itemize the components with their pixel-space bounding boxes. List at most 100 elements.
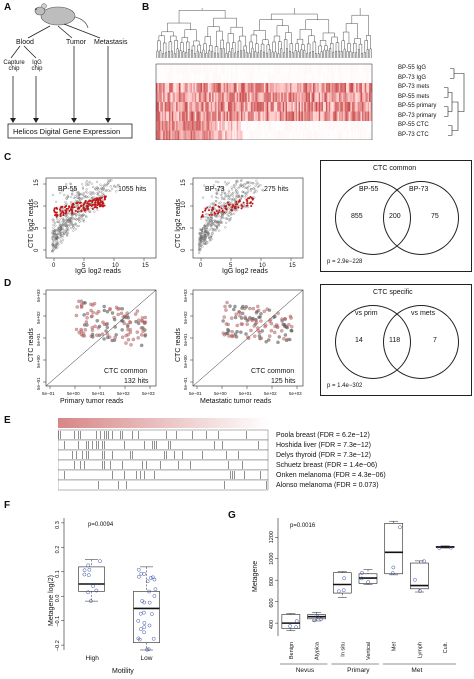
data-point	[247, 336, 251, 340]
heatmap-cell	[274, 92, 276, 102]
heatmap-cell	[229, 121, 232, 131]
dendrogram-branch	[253, 30, 266, 40]
data-point	[57, 229, 60, 233]
dendrogram-branch	[199, 52, 202, 58]
heatmap-cell	[255, 64, 257, 74]
data-point	[206, 232, 209, 235]
heatmap-cell	[302, 92, 305, 102]
data-point	[77, 330, 81, 335]
dendrogram-branch	[170, 35, 177, 42]
data-point	[244, 186, 247, 189]
heatmap-cell	[186, 83, 188, 93]
heatmap-cell	[343, 102, 345, 112]
heatmap-cell	[206, 64, 209, 74]
heatmap-cell	[236, 102, 239, 112]
heatmap-cell	[200, 130, 203, 140]
heatmap-cell	[317, 130, 319, 140]
gradient-segment	[229, 418, 233, 428]
heatmap-cell	[311, 130, 314, 140]
gradient-segment	[232, 418, 236, 428]
gradient-segment	[199, 418, 203, 428]
gradient-segment	[151, 418, 155, 428]
heatmap-cell	[259, 64, 262, 74]
data-point	[53, 232, 56, 235]
data-point	[204, 230, 207, 233]
panel-b-heatmap	[155, 8, 465, 140]
heatmap-cell	[166, 111, 168, 121]
heatmap-cell	[167, 102, 170, 112]
heatmap-cell	[209, 73, 211, 83]
heatmap-cell	[217, 83, 220, 93]
heatmap-cell	[321, 64, 324, 74]
heatmap-cell	[284, 83, 286, 93]
data-point	[87, 183, 90, 186]
data-point	[212, 201, 215, 205]
heatmap-cell	[189, 83, 191, 93]
heatmap-cell	[356, 121, 358, 131]
heatmap-cell	[210, 92, 213, 102]
heatmap-cell	[308, 130, 311, 140]
data-point	[210, 195, 213, 198]
gradient-segment	[211, 418, 215, 428]
data-point-red	[87, 205, 90, 208]
heatmap-cell	[369, 111, 371, 121]
data-point	[239, 330, 243, 334]
heatmap-cell	[292, 111, 295, 121]
heatmap-cell	[193, 92, 196, 102]
heatmap-cell	[354, 121, 357, 131]
data-point	[227, 198, 230, 201]
data-point	[81, 186, 85, 189]
heatmap-cell	[179, 130, 181, 140]
heatmap-cell	[297, 111, 299, 121]
heatmap-cell	[336, 64, 338, 74]
data-point	[73, 187, 76, 191]
data-point-red	[94, 201, 97, 204]
data-point-red	[101, 201, 104, 204]
heatmap-cell	[350, 83, 353, 93]
heatmap-cell	[288, 73, 291, 83]
data-point	[82, 313, 86, 317]
venn-d-center-count: 118	[389, 337, 401, 344]
group-label: Primary	[347, 667, 370, 674]
y-tick-label: 5e−01	[183, 377, 188, 390]
heatmap-cell	[225, 111, 227, 121]
dendrogram-branch	[286, 48, 288, 58]
y-tick-label: 10	[181, 201, 187, 208]
data-point	[74, 327, 79, 332]
data-point-red	[245, 198, 248, 201]
heatmap-cell	[168, 92, 171, 102]
data-point-red	[213, 211, 216, 214]
heatmap-cell	[160, 92, 162, 102]
heatmap-cell	[171, 111, 174, 121]
heatmap-cell	[174, 130, 177, 140]
panel-label-c: C	[4, 152, 12, 163]
sample-point	[82, 568, 87, 573]
data-point-red	[88, 199, 91, 202]
data-point	[76, 203, 80, 206]
data-point	[205, 216, 208, 219]
heatmap-cell	[269, 111, 272, 121]
data-point	[235, 194, 238, 197]
heatmap-cell	[300, 83, 302, 93]
heatmap-cell	[297, 121, 299, 131]
heatmap-cell	[331, 92, 334, 102]
heatmap-cell	[232, 73, 234, 83]
heatmap-cell	[217, 102, 220, 112]
y-tick-label: 400	[269, 620, 275, 629]
dendrogram-branch	[202, 49, 205, 58]
data-point	[95, 180, 99, 183]
heatmap-cell	[189, 64, 191, 74]
gradient-segment	[262, 418, 266, 428]
data-point	[96, 208, 99, 211]
heatmap-cell	[312, 102, 315, 112]
heatmap-cell	[302, 130, 305, 140]
data-point	[59, 192, 62, 195]
heatmap-cell	[302, 121, 305, 131]
gradient-segment	[112, 418, 116, 428]
heatmap-cell	[232, 83, 234, 93]
heatmap-cell	[304, 130, 306, 140]
data-point	[105, 332, 110, 336]
y-tick-label: 5e+01	[183, 333, 188, 346]
